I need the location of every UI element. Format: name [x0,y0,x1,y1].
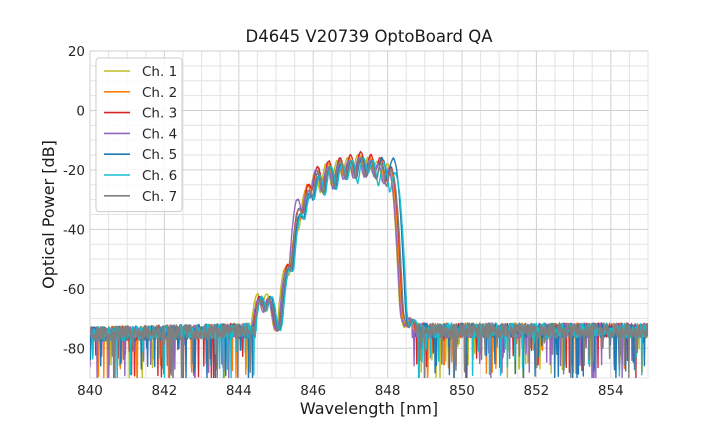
chart-title: D4645 V20739 OptoBoard QA [245,27,493,46]
legend-label: Ch. 2 [142,85,177,101]
series-layer [90,150,648,378]
x-tick-label: 848 [375,383,401,399]
x-tick-label: 852 [524,383,550,399]
legend-label: Ch. 1 [142,64,177,80]
legend-box [95,57,183,213]
x-tick-label: 854 [598,383,624,399]
legend-label: Ch. 4 [142,126,177,142]
series-line-ch-7 [90,157,648,378]
legend-label: Ch. 6 [142,168,177,184]
x-tick-label: 850 [449,383,475,399]
y-tick-label: 0 [76,103,85,119]
y-tick-label: 20 [68,44,85,60]
x-tick-label: 842 [152,383,178,399]
x-tick-label: 840 [77,383,103,399]
x-tick-label: 846 [300,383,326,399]
y-axis-label: Optical Power [dB] [39,140,58,289]
legend-label: Ch. 5 [142,147,177,163]
x-tick-label: 844 [226,383,252,399]
y-tick-label: -60 [63,282,85,298]
y-tick-label: -80 [63,341,85,357]
y-tick-label: -40 [63,222,85,238]
tick-labels: 840 842 844 846 848 850 852 854 -80 -60 -40 -20 0 20 [63,44,624,399]
legend: Ch. 1 Ch. 2 Ch. 3 Ch. 4 Ch. 5 Ch. 6 Ch. 7 [95,57,183,213]
y-tick-label: -20 [63,163,85,179]
legend-label: Ch. 3 [142,106,177,122]
x-axis-label: Wavelength [nm] [300,399,438,418]
legend-label: Ch. 7 [142,189,177,205]
